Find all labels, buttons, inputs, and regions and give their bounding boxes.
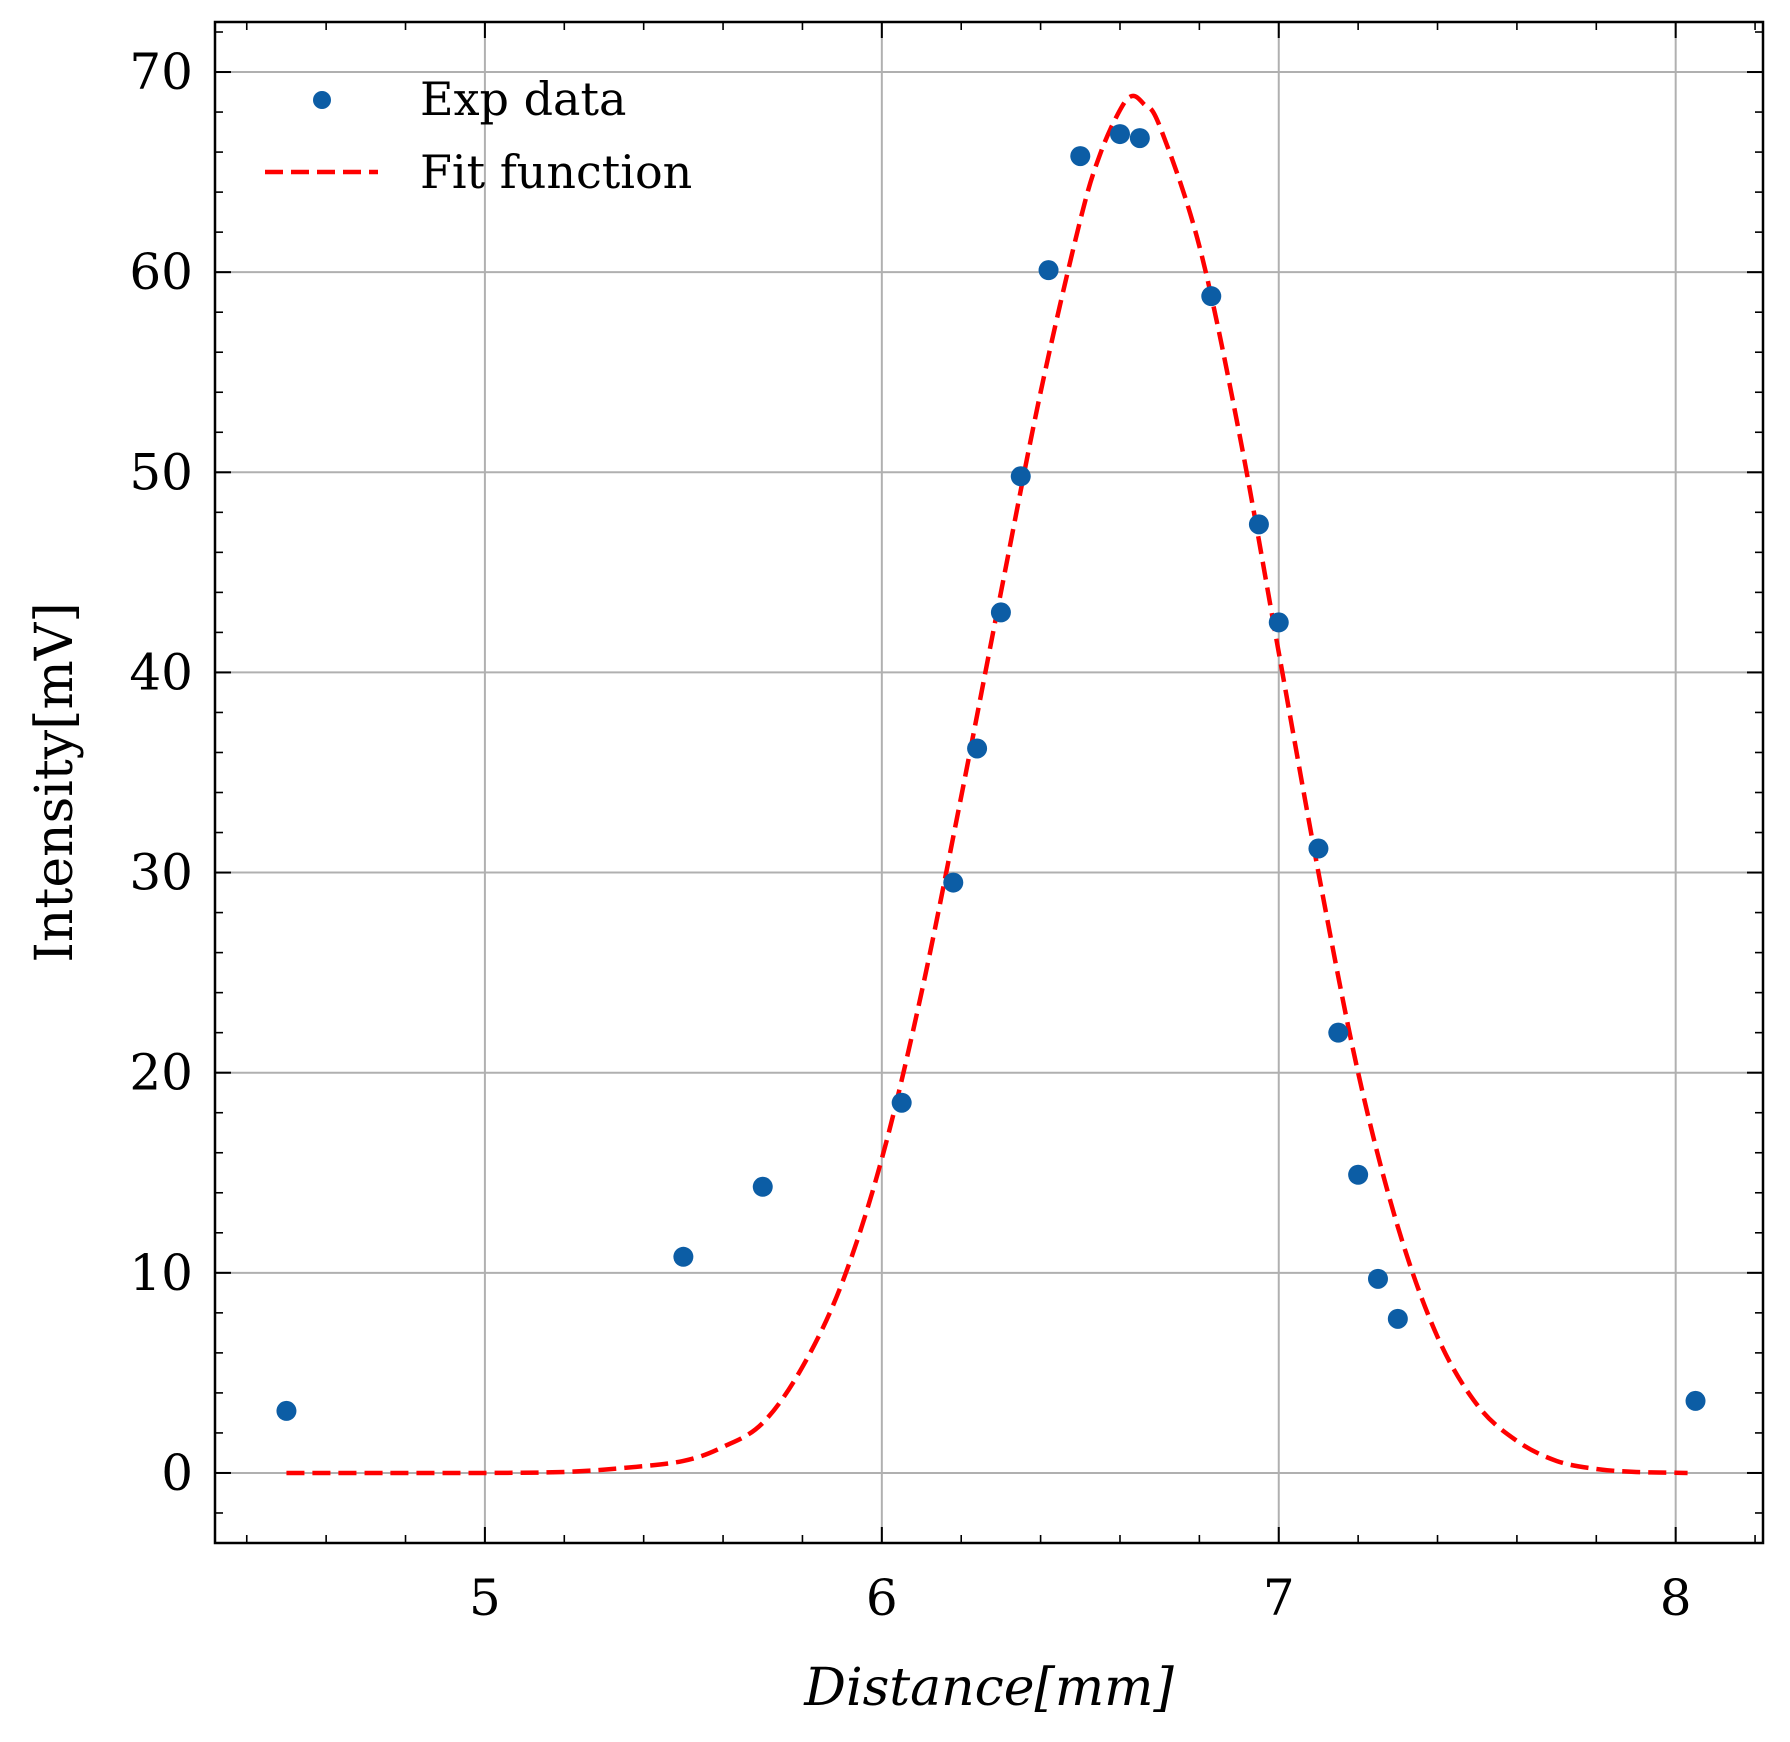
y-tick-label: 20 xyxy=(129,1044,193,1102)
exp-data-point xyxy=(891,1092,912,1113)
exp-data-series xyxy=(276,124,1706,1421)
y-tick-label: 50 xyxy=(129,443,193,501)
grid xyxy=(215,22,1763,1543)
exp-data-point xyxy=(990,602,1011,623)
plot-frame xyxy=(213,20,1765,1545)
legend-fit-function-label: Fit function xyxy=(420,145,692,199)
exp-data-point xyxy=(1685,1390,1706,1411)
exp-data-point xyxy=(1129,128,1150,149)
tick-labels: 5 6 7 8 0 10 20 30 40 50 60 70 xyxy=(129,43,1691,1627)
exp-data-point xyxy=(1328,1022,1349,1043)
exp-data-point xyxy=(943,872,964,893)
x-tick-label: 5 xyxy=(469,1569,501,1627)
y-axis-label: Intensity[mV] xyxy=(25,602,85,962)
exp-data-point xyxy=(1070,146,1091,167)
legend-exp-data-marker xyxy=(313,91,331,109)
x-axis-label: Distance[mm] xyxy=(803,1658,1174,1718)
exp-data-point xyxy=(752,1176,773,1197)
x-tick-label: 6 xyxy=(866,1569,898,1627)
fit-function-line xyxy=(286,93,1688,1476)
exp-data-point xyxy=(967,738,988,759)
legend-exp-data-label: Exp data xyxy=(420,72,626,126)
exp-data-point xyxy=(1268,612,1289,633)
fit-function-series xyxy=(286,93,1688,1476)
exp-data-point xyxy=(1248,514,1269,535)
y-tick-label: 0 xyxy=(161,1444,193,1502)
exp-data-point xyxy=(1387,1308,1408,1329)
y-tick-label: 60 xyxy=(129,243,193,301)
y-tick-label: 30 xyxy=(129,844,193,902)
axis-ticks xyxy=(215,22,1763,1543)
exp-data-point xyxy=(1348,1164,1369,1185)
exp-data-point xyxy=(276,1400,297,1421)
exp-data-point xyxy=(1109,124,1130,145)
exp-data-point xyxy=(1201,286,1222,307)
y-tick-label: 40 xyxy=(129,643,193,701)
exp-data-point xyxy=(1010,466,1031,487)
legend: Exp data Fit function xyxy=(265,72,692,199)
exp-data-point xyxy=(1308,838,1329,859)
exp-data-point xyxy=(1367,1268,1388,1289)
y-tick-label: 10 xyxy=(129,1244,193,1302)
x-tick-label: 8 xyxy=(1660,1569,1692,1627)
x-tick-label: 7 xyxy=(1263,1569,1295,1627)
y-tick-label: 70 xyxy=(129,43,193,101)
exp-data-point xyxy=(1038,260,1059,281)
exp-data-point xyxy=(673,1246,694,1267)
